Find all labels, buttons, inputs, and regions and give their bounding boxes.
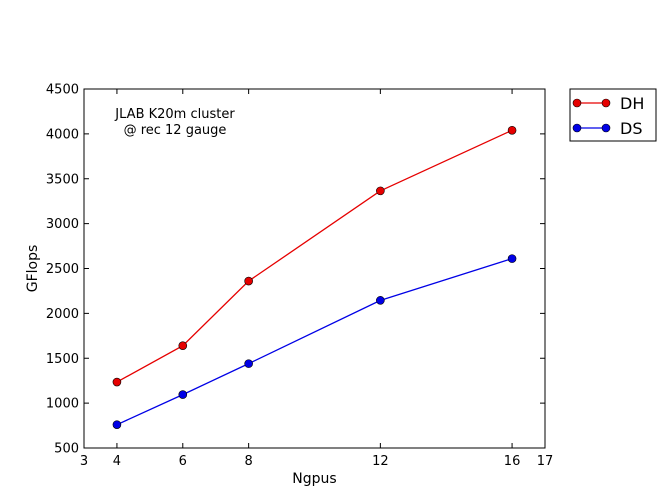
x-tick-label: 12 xyxy=(372,454,389,469)
y-tick-label: 2500 xyxy=(46,262,79,277)
series-layer xyxy=(112,125,517,429)
data-point-ds xyxy=(244,359,253,368)
legend-marker-ds-right xyxy=(601,123,611,133)
y-tick-label: 3000 xyxy=(46,217,79,232)
data-point-ds xyxy=(178,390,188,399)
y-tick-label: 1500 xyxy=(46,352,79,367)
x-axis-label: Ngpus xyxy=(292,471,336,487)
x-tick-label: 4 xyxy=(113,454,121,469)
legend-marker-dh-left xyxy=(572,98,582,108)
annotation-line-1: JLAB K20m cluster xyxy=(114,107,235,122)
y-tick-label: 2000 xyxy=(46,307,79,322)
x-tick-label: 8 xyxy=(245,454,253,469)
y-tick-label: 4500 xyxy=(46,83,79,98)
y-axis-label: GFlops xyxy=(25,245,41,293)
y-tick-label: 1000 xyxy=(46,397,79,412)
annotation-line-2: @ rec 12 gauge xyxy=(124,123,227,138)
y-tick-label: 4000 xyxy=(46,127,79,142)
legend-label-dh: DH xyxy=(620,94,644,113)
legend-marker-ds-left xyxy=(572,123,582,133)
data-point-dh xyxy=(507,125,517,135)
ticks-layer: 3 4 6 8 12 16 17 500 1000 1500 2000 2500 3000 3500 400… xyxy=(46,83,553,470)
legend-box xyxy=(569,88,657,142)
x-tick-label: 17 xyxy=(537,454,554,469)
y-tick-label: 500 xyxy=(54,442,79,457)
data-point-dh xyxy=(178,341,188,350)
legend-label-ds: DS xyxy=(620,119,642,138)
data-point-dh xyxy=(112,377,122,387)
x-tick-label: 3 xyxy=(80,454,88,469)
legend: DH DS xyxy=(569,88,657,142)
data-point-dh xyxy=(376,186,385,196)
data-point-ds xyxy=(507,254,517,263)
x-tick-label: 6 xyxy=(179,454,187,469)
data-point-ds xyxy=(112,420,122,429)
y-tick-label: 3500 xyxy=(46,172,79,187)
legend-marker-dh-right xyxy=(601,98,611,108)
data-point-dh xyxy=(244,276,253,286)
data-point-ds xyxy=(376,296,385,305)
x-tick-label: 16 xyxy=(504,454,521,469)
